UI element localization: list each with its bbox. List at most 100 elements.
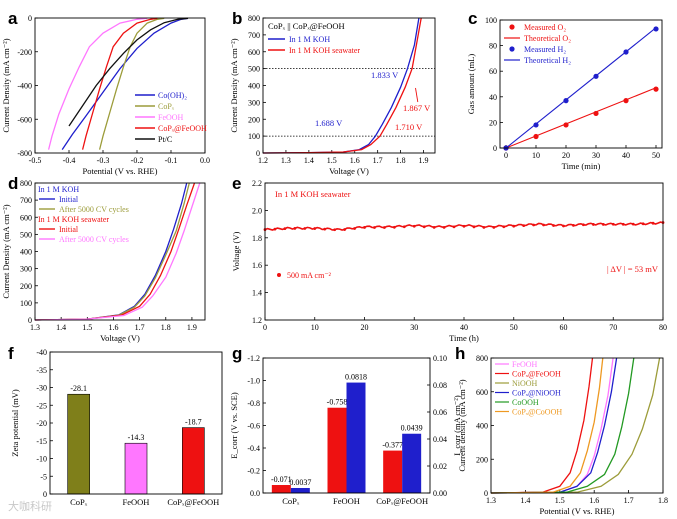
f-bar-value-label: -14.3 (128, 433, 145, 442)
e-ylabel: Voltage (V) (231, 231, 241, 271)
h-legend-label: NiOOH (512, 379, 538, 388)
g-ytick-label: 0.08 (433, 381, 447, 390)
f-bar (182, 427, 205, 495)
c-legend-label: Theoretical O₂ (524, 34, 571, 43)
b-xtick-label: 1.6 (350, 156, 360, 165)
h-ylabel: Current density (mA cm⁻²) (457, 379, 467, 471)
e-data-point (472, 225, 476, 229)
a-xtick-label: -0.3 (97, 156, 110, 165)
d-xlabel: Voltage (V) (100, 333, 140, 343)
d-series-line (34, 182, 201, 321)
g-category-label: CoPₓ@FeOOH (376, 496, 428, 506)
d-plot-frame (34, 182, 206, 321)
d-xtick-label: 1.6 (108, 323, 118, 332)
panel-letter-b: b (232, 9, 242, 28)
a-ylabel: Current Density (mA cm⁻²) (1, 38, 11, 132)
b-annotation: 1.710 V (395, 122, 423, 132)
c-ytick-label: 0 (493, 144, 497, 153)
g-ylabel: E_corr (V vs. SCE) (229, 392, 239, 459)
a-series-line (68, 17, 189, 127)
h-xtick-label: 1.5 (555, 496, 565, 505)
c-xtick-label: 20 (562, 151, 570, 160)
g-ytick-label: 0.10 (433, 354, 447, 363)
panel-letter-e: e (232, 174, 241, 193)
e-data-point (343, 228, 346, 231)
e-data-point (582, 223, 585, 227)
d-legend-label: After 5000 CV cycles (59, 205, 129, 214)
h-xtick-label: 1.6 (589, 496, 599, 505)
e-xtick-label: 30 (410, 323, 418, 332)
b-annotation: 1.867 V (403, 103, 431, 113)
h-ytick-label: 200 (476, 455, 488, 464)
e-data-point (462, 224, 466, 228)
d-xtick-label: 1.7 (135, 323, 145, 332)
h-xtick-label: 1.4 (520, 496, 530, 505)
c-series-line (505, 87, 657, 149)
d-ytick-label: 300 (20, 265, 32, 274)
e-data-point (432, 225, 436, 229)
e-xtick-label: 20 (361, 323, 369, 332)
a-legend-label: FeOOH (158, 113, 184, 122)
watermark: 大咖科研 (8, 500, 52, 513)
b-xtick-label: 1.2 (258, 156, 268, 165)
b-ytick-label: 600 (248, 48, 260, 57)
b-xlabel: Voltage (V) (329, 166, 369, 176)
c-ytick-label: 60 (489, 67, 497, 76)
f-ytick-label: -40 (36, 348, 47, 357)
h-legend-label: CoPₓ@CoOOH (512, 408, 562, 417)
e-ytick-label: 1.6 (252, 261, 262, 270)
d-xtick-label: 1.5 (82, 323, 92, 332)
d-ytick-label: 100 (20, 299, 32, 308)
a-xtick-label: -0.4 (63, 156, 76, 165)
g-bar (402, 433, 422, 493)
panel-a: a -0.5 -0.4 -0.3 -0.2 -0.1 0.0 -800 -600 -400 -200… (1, 9, 210, 176)
g-bar-value-label: 0.0818 (345, 373, 367, 382)
g-bar-value-label: -0.071 (271, 475, 292, 484)
c-xtick-label: 50 (652, 151, 660, 160)
c-xlabel: Time (min) (562, 161, 601, 171)
panel-c: c 0 10 20 30 40 50 0 20 40 60 80 100 Time (min) Gas am… (466, 9, 663, 171)
e-ytick-label: 2.0 (252, 206, 262, 215)
e-xtick-label: 50 (510, 323, 518, 332)
e-xtick-label: 0 (263, 323, 267, 332)
h-xtick-label: 1.3 (486, 496, 496, 505)
h-ytick-label: 800 (476, 354, 488, 363)
b-ytick-label: 100 (248, 132, 260, 141)
e-data-point (353, 227, 356, 230)
b-xtick-label: 1.9 (419, 156, 429, 165)
a-series-line (81, 17, 158, 150)
f-plot-frame (49, 351, 223, 495)
b-ytick-label: 400 (248, 82, 260, 91)
d-ytick-label: 600 (20, 213, 32, 222)
e-data-point (363, 226, 366, 229)
f-ytick-label: -25 (36, 401, 47, 410)
panel-letter-f: f (8, 344, 14, 363)
e-data-point (442, 225, 446, 229)
d-series-line (34, 182, 188, 321)
d-ytick-label: 700 (20, 196, 32, 205)
g-ytick-label: 0.00 (433, 489, 447, 498)
h-series-line (490, 357, 594, 494)
a-series-line (47, 17, 148, 150)
e-data-point (631, 222, 635, 226)
g-ytick-label: -1.2 (247, 354, 260, 363)
e-data-point (313, 227, 317, 230)
e-data-point (373, 226, 376, 229)
d-legend-group: In 1 M KOH seawater (38, 215, 109, 224)
e-data-point (273, 227, 277, 231)
f-category-label: FeOOH (123, 497, 150, 507)
f-ylabel: Zeta potential (mV) (10, 389, 20, 457)
b-xtick-label: 1.8 (396, 156, 406, 165)
f-category-label: CoPₓ@FeOOH (167, 497, 219, 507)
g-bar (327, 407, 347, 493)
panel-f: f 0 -5 -10 -15 -20 -25 -30 -35 -40 Zeta potential … (8, 344, 223, 507)
d-legend-group: In 1 M KOH (38, 185, 79, 194)
a-xtick-label: -0.2 (131, 156, 144, 165)
c-data-point (653, 26, 659, 32)
d-ylabel: Current Density (mA cm⁻²) (1, 204, 11, 298)
b-ylabel: Current Density (mA cm⁻²) (229, 38, 239, 132)
g-ytick-label: 0.06 (433, 408, 447, 417)
f-ytick-label: -5 (40, 472, 47, 481)
a-ytick-label: -400 (17, 82, 32, 91)
panel-d: d 1.3 1.4 1.5 1.6 1.7 1.8 1.9 0 100 200 300 400 500 60… (1, 174, 206, 343)
